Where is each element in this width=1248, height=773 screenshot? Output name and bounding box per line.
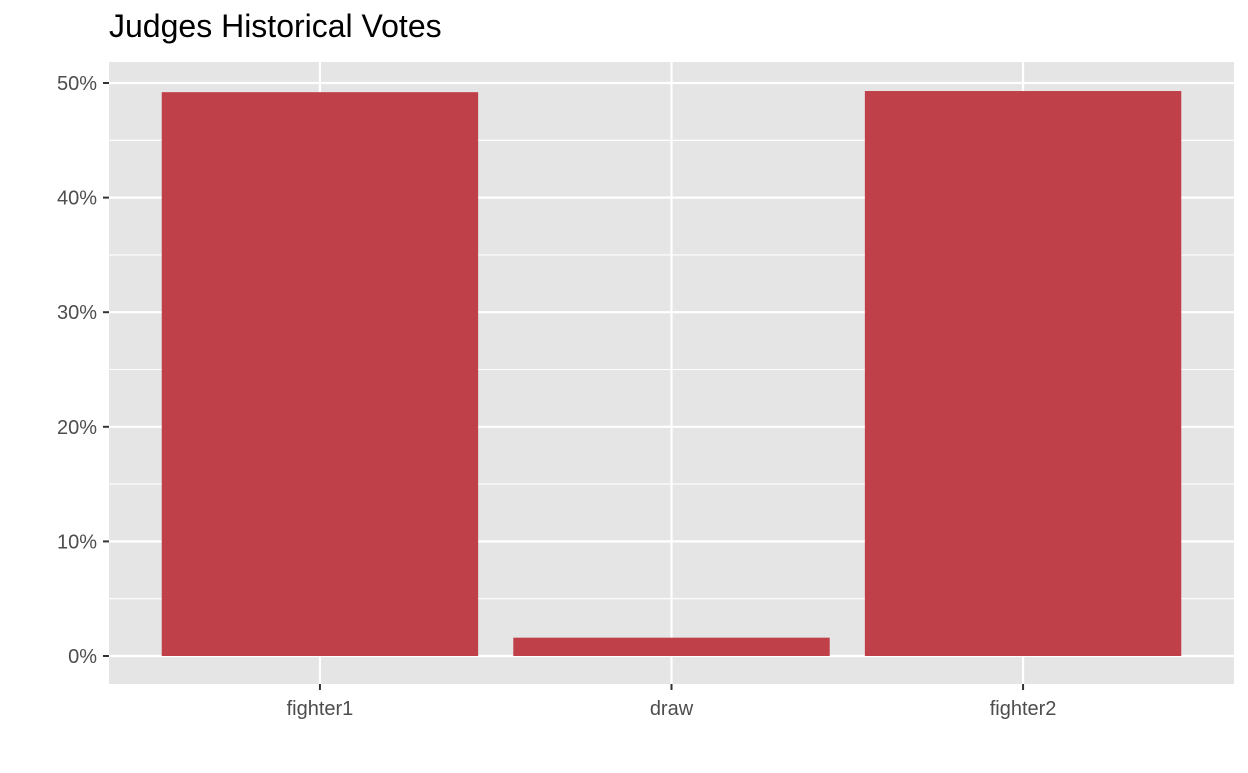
y-tick-label: 20% (57, 417, 97, 439)
bar-fighter2 (864, 91, 1182, 657)
y-tick-label: 10% (57, 531, 97, 553)
y-tick-label: 30% (57, 302, 97, 324)
y-tick-label: 0% (68, 646, 97, 668)
x-tick-label: fighter2 (990, 698, 1057, 720)
y-tick-label: 50% (57, 73, 97, 95)
x-tick-label: draw (650, 698, 694, 720)
chart-title: Judges Historical Votes (109, 8, 442, 44)
y-tick-label: 40% (57, 188, 97, 210)
bar-fighter1 (161, 92, 479, 657)
bar-draw (513, 637, 830, 656)
x-tick-label: fighter1 (287, 698, 354, 720)
